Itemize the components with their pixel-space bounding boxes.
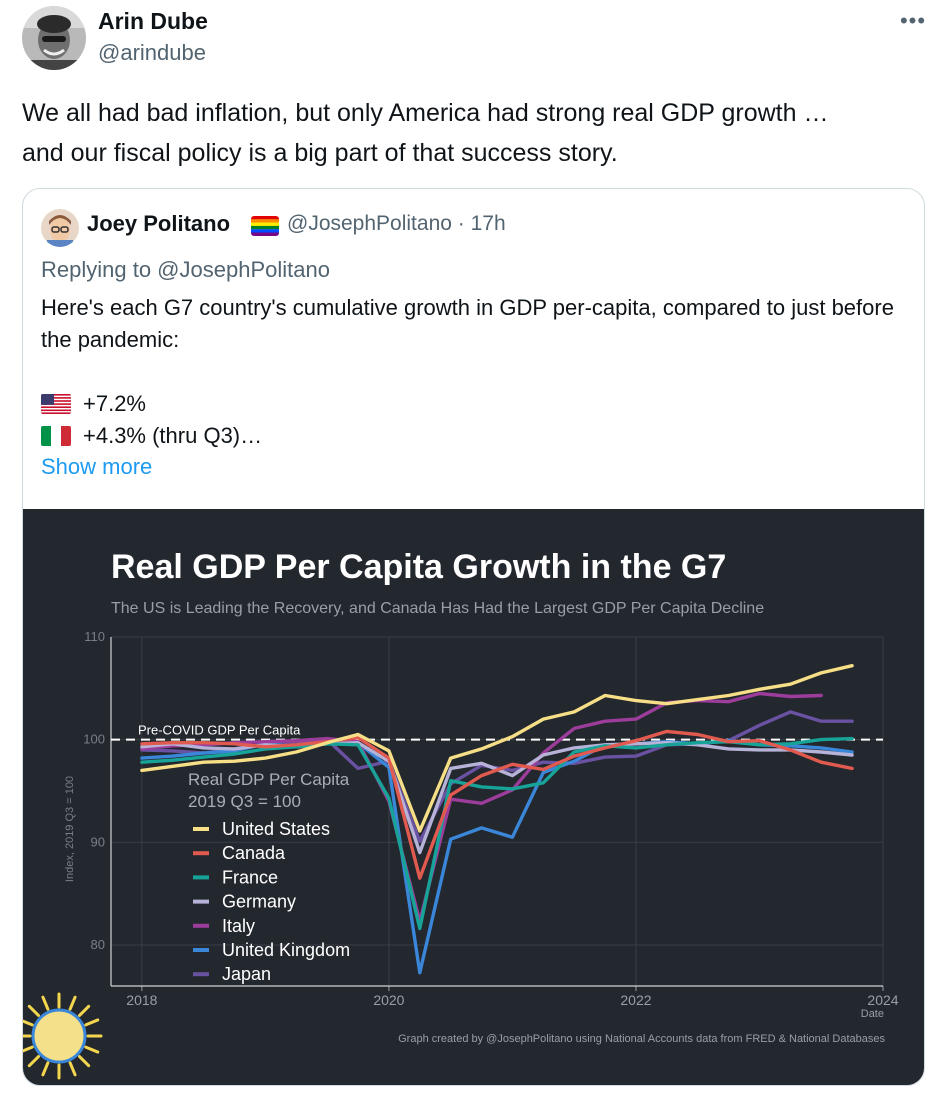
quoted-handle-time[interactable]: @JosephPolitano · 17h (287, 212, 506, 235)
quoted-author-avatar[interactable] (41, 209, 79, 247)
legend-label: Canada (222, 843, 286, 863)
series-line-canada (140, 729, 854, 880)
chart-axes: 80 90 100 110 2018 2020 2022 2024 (83, 629, 898, 1008)
x-tick-label: 2020 (373, 992, 404, 1008)
legend-label: France (222, 867, 278, 887)
quoted-author-name[interactable]: Joey Politano (87, 211, 231, 236)
legend-label: United Kingdom (222, 940, 350, 960)
tweet-text: We all had bad inflation, but only Ameri… (22, 99, 829, 167)
legend-title: 2019 Q3 = 100 (188, 792, 301, 811)
legend-label: Germany (222, 892, 296, 912)
x-tick-label: 2022 (620, 992, 651, 1008)
author-avatar[interactable] (22, 6, 86, 70)
chart-image[interactable]: Real GDP Per Capita Growth in the G7 The… (23, 509, 924, 1085)
y-tick-label: 110 (84, 629, 105, 644)
chart-series (140, 664, 854, 975)
quoted-line-italy: +4.3% (thru Q3)… (41, 423, 262, 449)
chart-footer: Graph created by @JosephPolitano using N… (398, 1033, 885, 1045)
legend-label: United States (222, 819, 330, 839)
chart-legend: Real GDP Per Capita 2019 Q3 = 100 United S… (188, 770, 350, 984)
chart-xlabel: Date (861, 1008, 884, 1020)
x-tick-label: 2024 (867, 992, 898, 1008)
us-growth-value: +7.2% (83, 391, 146, 416)
replying-to: Replying to @JosephPolitano (41, 257, 330, 282)
series-line-italy (140, 691, 823, 923)
sun-logo-icon (23, 992, 103, 1080)
italy-growth-value: +4.3% (thru Q3)… (83, 423, 263, 448)
us-flag-icon (41, 394, 71, 414)
y-tick-label: 100 (83, 732, 105, 747)
y-tick-label: 80 (91, 937, 105, 952)
y-tick-label: 90 (91, 834, 105, 849)
italy-flag-icon (41, 426, 71, 446)
author-name[interactable]: Arin Dube (98, 8, 208, 34)
reference-line-group: Pre-COVID GDP Per Capita (111, 723, 883, 741)
chart-title: Real GDP Per Capita Growth in the G7 (111, 548, 726, 586)
quoted-tweet[interactable]: Joey Politano @JosephPolitano · 17h Repl… (22, 188, 925, 1086)
reference-line-label: Pre-COVID GDP Per Capita (138, 723, 301, 738)
quoted-line-us: +7.2% (41, 391, 146, 417)
legend-label: Italy (222, 916, 255, 936)
more-horizontal-icon: ••• (899, 8, 927, 33)
chart-subtitle: The US is Leading the Recovery, and Cana… (111, 600, 764, 617)
chart-grid (111, 636, 884, 986)
chart-ylabel: Index, 2019 Q3 = 100 (64, 776, 76, 882)
legend-title: Real GDP Per Capita (188, 770, 350, 789)
rainbow-flag-icon (251, 216, 279, 236)
series-line-united-states (140, 664, 854, 833)
author-handle[interactable]: @arindube (98, 40, 206, 65)
quoted-text: Here's each G7 country's cumulative grow… (41, 295, 894, 352)
show-more-link[interactable]: Show more (41, 454, 153, 479)
legend-label: Japan (222, 964, 271, 984)
more-options-button[interactable]: ••• (896, 8, 930, 33)
x-tick-label: 2018 (126, 992, 157, 1008)
